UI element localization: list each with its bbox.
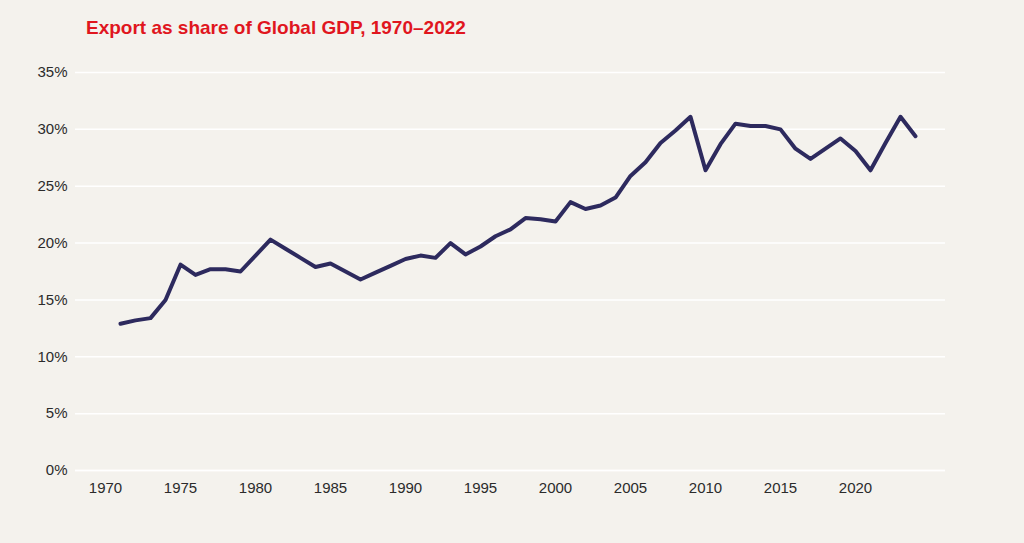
svg-text:30%: 30% bbox=[37, 120, 67, 137]
svg-text:10%: 10% bbox=[37, 348, 67, 365]
svg-text:1995: 1995 bbox=[464, 479, 497, 496]
svg-text:1975: 1975 bbox=[164, 479, 197, 496]
svg-text:20%: 20% bbox=[37, 234, 67, 251]
html-text:Export as share of Global GDP,: Export as share of Global GDP, 1970–2022 bbox=[86, 17, 466, 38]
svg-text:1970: 1970 bbox=[89, 479, 122, 496]
svg-text:2015: 2015 bbox=[764, 479, 797, 496]
svg-text:2000: 2000 bbox=[539, 479, 572, 496]
svg-text:25%: 25% bbox=[37, 177, 67, 194]
svg-text:2010: 2010 bbox=[689, 479, 722, 496]
svg-text:35%: 35% bbox=[37, 63, 67, 80]
svg-text:15%: 15% bbox=[37, 291, 67, 308]
svg-text:0%: 0% bbox=[46, 461, 68, 478]
svg-text:1990: 1990 bbox=[389, 479, 422, 496]
svg-text:1980: 1980 bbox=[239, 479, 272, 496]
svg-text:2005: 2005 bbox=[614, 479, 647, 496]
svg-text:2020: 2020 bbox=[839, 479, 872, 496]
svg-text:5%: 5% bbox=[46, 404, 68, 421]
svg-text:1985: 1985 bbox=[314, 479, 347, 496]
